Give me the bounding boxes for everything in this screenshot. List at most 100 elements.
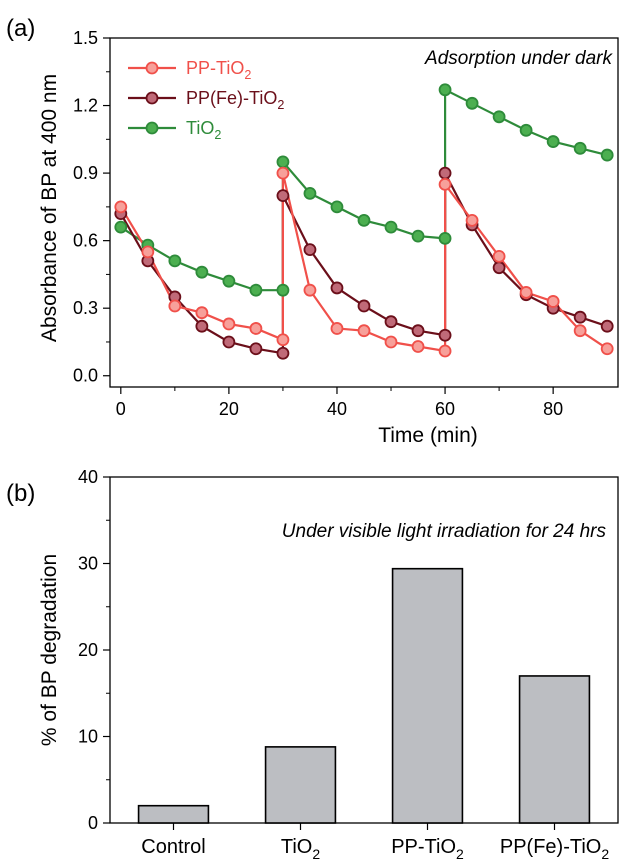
data-point	[438, 344, 452, 358]
data-point	[438, 328, 452, 342]
data-point	[411, 340, 425, 353]
panel-b-bars-group: Control TiO2 PP-TiO2 PP(Fe)-TiO2	[137, 567, 609, 862]
data-point	[222, 317, 236, 331]
data-point	[438, 231, 452, 245]
data-point	[600, 148, 614, 162]
panel-a-annotation: Adsorption under dark	[424, 48, 613, 69]
category-label: PP(Fe)-TiO2	[500, 836, 609, 862]
bar	[137, 804, 210, 824]
data-point	[114, 200, 128, 214]
data-point	[303, 186, 317, 200]
data-point	[600, 319, 614, 333]
data-point	[276, 155, 290, 169]
legend-marker	[145, 61, 159, 75]
data-point	[438, 83, 452, 97]
x-tick-label: 0	[116, 399, 126, 419]
data-point	[195, 306, 209, 320]
data-point	[411, 229, 425, 243]
legend-label: TiO2	[186, 118, 221, 142]
y-tick-label: 40	[78, 467, 98, 487]
x-tick-label: 80	[543, 399, 563, 419]
category-label: Control	[141, 836, 205, 858]
x-tick-label: 40	[327, 399, 347, 419]
data-point	[276, 346, 290, 360]
data-point	[330, 281, 344, 295]
data-point	[519, 286, 533, 299]
data-point	[357, 299, 371, 313]
x-tick-label: 20	[219, 399, 239, 419]
y-tick-label: 0.0	[73, 366, 98, 386]
data-point	[438, 166, 452, 180]
y-tick-label: 0.6	[73, 231, 98, 251]
data-point	[384, 335, 398, 349]
data-point	[573, 310, 587, 324]
panel-a-plot-frame	[109, 37, 619, 388]
data-point	[222, 274, 236, 288]
bar	[518, 675, 591, 824]
panel-b-annotation: Under visible light irradiation for 24 h…	[282, 521, 607, 542]
category-label: TiO2	[281, 836, 320, 862]
data-point	[141, 245, 155, 259]
data-point	[195, 319, 209, 333]
data-point	[411, 324, 425, 338]
data-point	[546, 135, 560, 148]
data-point	[465, 213, 479, 227]
panel-a-y-axis-label: Absorbance of BP at 400 nm	[38, 74, 61, 342]
data-point	[384, 220, 398, 234]
data-point	[492, 110, 506, 124]
panel-b-label: (b)	[6, 480, 35, 507]
data-point	[114, 220, 128, 234]
panel-b-ticks: 0 10 20 30 40	[78, 467, 110, 833]
data-point	[492, 261, 506, 275]
data-point	[492, 250, 506, 263]
data-point	[168, 254, 182, 268]
panel-a-ticks: 0 20 40 60 80 0.0 0.3 0.6 0.9 1.2 1.5	[73, 28, 563, 419]
y-tick-label: 0	[88, 813, 98, 833]
y-tick-label: 1.2	[73, 96, 98, 116]
data-point	[222, 335, 236, 349]
data-point	[249, 283, 263, 297]
data-point	[330, 322, 344, 335]
legend-label: PP(Fe)-TiO2	[186, 88, 284, 112]
panel-a-line-chart: (a) Adsorption under dark Time (min) Abs…	[6, 15, 619, 447]
data-point	[357, 324, 371, 338]
data-point	[573, 141, 587, 155]
data-point	[546, 295, 560, 308]
y-tick-label: 0.3	[73, 298, 98, 318]
bar	[264, 746, 337, 824]
y-tick-label: 1.5	[73, 28, 98, 48]
data-point	[276, 333, 290, 347]
panel-a-series-group	[114, 83, 614, 360]
y-tick-label: 10	[78, 727, 98, 747]
data-point	[276, 189, 290, 203]
legend-marker	[145, 121, 159, 135]
data-point	[168, 299, 182, 313]
panel-b-bar-chart: (b) Under visible light irradiation for …	[6, 467, 619, 862]
data-point	[384, 315, 398, 329]
legend-marker	[145, 91, 159, 105]
bar	[391, 567, 464, 824]
data-point	[195, 265, 209, 279]
y-tick-label: 30	[78, 554, 98, 574]
panel-a-x-axis-label: Time (min)	[378, 424, 478, 447]
data-point	[303, 283, 317, 297]
data-point	[303, 243, 317, 257]
panel-a-legend: PP-TiO2 PP(Fe)-TiO2 TiO2	[128, 58, 284, 142]
data-point	[465, 96, 479, 110]
data-point	[357, 213, 371, 227]
panel-b-y-axis-label: % of BP degradation	[38, 554, 61, 746]
data-point	[600, 342, 614, 356]
data-point	[249, 342, 263, 356]
panel-a-label: (a)	[6, 15, 35, 42]
data-point	[438, 177, 452, 191]
data-point	[249, 322, 263, 335]
data-point	[276, 166, 290, 180]
data-point	[330, 200, 344, 214]
y-tick-label: 0.9	[73, 163, 98, 183]
legend-label: PP-TiO2	[186, 58, 251, 82]
data-point	[276, 283, 290, 297]
data-point	[573, 324, 587, 338]
category-label: PP-TiO2	[391, 836, 464, 862]
